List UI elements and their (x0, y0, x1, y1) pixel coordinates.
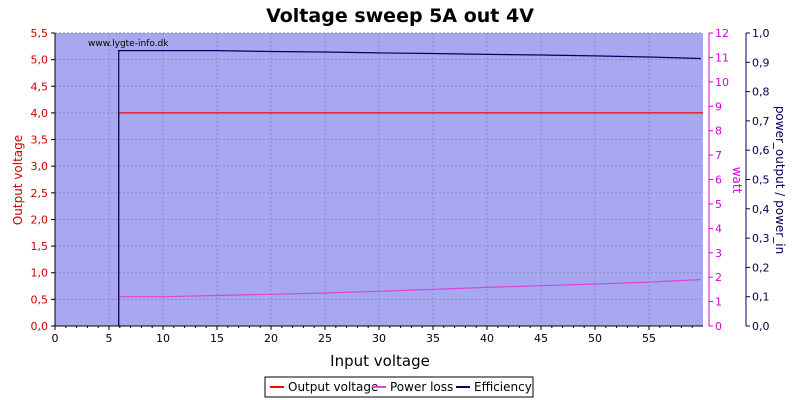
right-axis-watt-tick-label: 7 (715, 149, 722, 162)
left-axis-label: Output voltage (11, 135, 25, 225)
left-axis-tick-label: 1,0 (31, 267, 49, 280)
left-axis-tick-label: 4,0 (31, 107, 49, 120)
left-axis-tick-label: 4,5 (31, 80, 49, 93)
legend-entry-label: Efficiency (474, 380, 532, 394)
x-axis-tick-label: 25 (318, 332, 332, 345)
right-axis-efficiency-tick-label: 0,8 (752, 86, 770, 99)
right-axis-watt-tick-label: 6 (715, 174, 722, 187)
x-axis-tick-label: 15 (210, 332, 224, 345)
left-axis: 0,0 0,5 1,0 1,5 2,0 2,5 3,0 3,5 4,0 4,5 5,0 5,5 (31, 27, 56, 333)
right-axis-efficiency-tick-label: 0,7 (752, 115, 770, 128)
right-axis-watt-tick-label: 12 (715, 27, 729, 40)
left-axis-tick-label: 5,5 (31, 27, 49, 40)
right-axis-efficiency-tick-label: 0,1 (752, 291, 770, 304)
x-axis-tick-label: 55 (642, 332, 656, 345)
right-axis-watt-tick-label: 9 (715, 100, 722, 113)
right-axis-watt-tick-label: 1 (715, 296, 722, 309)
series-line-power-loss (118, 279, 701, 322)
right-axis-efficiency-tick-label: 0,9 (752, 56, 770, 69)
right-axis-watt-tick-label: 3 (715, 247, 722, 260)
right-axis-efficiency-tick-label: 0,4 (752, 203, 770, 216)
right-axis-efficiency-tick-label: 0,2 (752, 261, 770, 274)
x-axis-label: Input voltage (330, 352, 430, 370)
x-axis-tick-label: 50 (588, 332, 602, 345)
x-axis-tick-label: 35 (426, 332, 440, 345)
chart-title: Voltage sweep 5A out 4V (266, 5, 534, 27)
right-axis-watt-tick-label: 5 (715, 198, 722, 211)
x-axis-tick-label: 10 (156, 332, 170, 345)
right-axis-efficiency: 0,0 0,1 0,2 0,3 0,4 0,5 0,6 0,7 0,8 0,9 1,0 (745, 27, 770, 333)
left-axis-tick-label: 3,0 (31, 160, 49, 173)
x-axis-tick-label: 30 (372, 332, 386, 345)
left-axis-tick-label: 3,5 (31, 134, 49, 147)
x-axis: 0 5 10 15 20 25 30 35 40 45 50 55 (52, 325, 703, 345)
left-axis-tick-label: 2,5 (31, 187, 49, 200)
right-axis-watt-tick-label: 0 (715, 320, 722, 333)
right-axis-efficiency-label: power_output / power_in (773, 106, 787, 254)
x-axis-tick-label: 20 (264, 332, 278, 345)
right-axis-efficiency-tick-label: 1,0 (752, 27, 770, 40)
legend: Output voltage Power loss Efficiency (264, 376, 534, 398)
x-axis-tick-label: 40 (480, 332, 494, 345)
right-axis-efficiency-tick-label: 0,5 (752, 174, 770, 187)
legend-entry-label: Power loss (390, 380, 453, 394)
series-layer (118, 49, 703, 326)
legend-entry-label: Output voltage (288, 380, 378, 394)
left-axis-tick-label: 0,0 (31, 320, 49, 333)
right-axis-watt-tick-label: 10 (715, 76, 729, 89)
right-axis-efficiency-tick-label: 0,6 (752, 144, 770, 157)
right-axis-efficiency-tick-label: 0,3 (752, 232, 770, 245)
x-axis-tick-label: 0 (52, 332, 59, 345)
series-line-efficiency (118, 49, 701, 326)
right-axis-watt-tick-label: 8 (715, 125, 722, 138)
left-axis-tick-label: 5,0 (31, 54, 49, 67)
right-axis-watt-tick-label: 4 (715, 222, 722, 235)
right-axis-watt-label: watt (730, 167, 744, 194)
left-axis-tick-label: 2,0 (31, 213, 49, 226)
right-axis-watt-tick-label: 2 (715, 271, 722, 284)
left-axis-tick-label: 1,5 (31, 240, 49, 253)
legend-box (264, 376, 534, 398)
right-axis-watt-tick-label: 11 (715, 51, 729, 64)
left-axis-tick-label: 0,5 (31, 293, 49, 306)
x-axis-tick-label: 5 (106, 332, 113, 345)
x-axis-tick-label: 45 (534, 332, 548, 345)
watermark: www.lygte-info.dk (88, 39, 169, 49)
right-axis-efficiency-tick-label: 0,0 (752, 320, 770, 333)
